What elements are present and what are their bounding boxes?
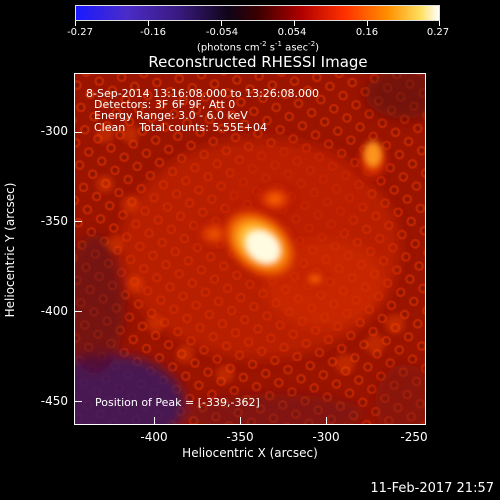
y-tick-label: -450: [40, 394, 68, 408]
y-major-tick: [74, 311, 82, 312]
x-tick-label: -300: [312, 430, 340, 444]
plot-title: Reconstructed RHESSI Image: [148, 53, 368, 71]
rhessi-image-plot: [74, 73, 426, 425]
x-tick-label: -400: [140, 430, 168, 444]
colorbar-tick: [294, 21, 295, 26]
clean-total-counts-info: Clean Total counts: 5.55E+04: [94, 121, 268, 134]
x-tick-label: -350: [226, 430, 254, 444]
colorbar-tick-label: 0.054: [277, 27, 307, 38]
x-major-tick: [240, 417, 241, 425]
colorbar-tick-label: -0.16: [140, 27, 166, 38]
colorbar-tick: [367, 21, 368, 26]
peak-position-info: Position of Peak = [-339,-362]: [95, 396, 260, 409]
energy-range-info: Energy Range: 3.0 - 6.0 keV: [94, 109, 248, 122]
y-tick-label: -350: [40, 214, 68, 228]
colorbar-tick: [148, 21, 149, 26]
generation-timestamp: 11-Feb-2017 21:57: [370, 481, 494, 496]
x-major-tick: [326, 417, 327, 425]
colorbar-tick-label: -0.054: [205, 27, 239, 38]
colorbar-units: (photons cm-2 s-1 asec-2): [196, 40, 320, 54]
detectors-info: Detectors: 3F 6F 9F, Att 0: [94, 98, 236, 111]
observation-time-range: 8-Sep-2014 13:16:08.000 to 13:26:08.000: [86, 87, 319, 100]
x-axis-title: Heliocentric X (arcsec): [182, 446, 318, 460]
colorbar-tick: [221, 21, 222, 26]
y-major-tick: [74, 221, 82, 222]
rhessi-image: [75, 74, 425, 424]
colorbar-tick-label: 0.27: [426, 27, 450, 38]
y-tick-label: -400: [40, 304, 68, 318]
colorbar: [75, 5, 440, 21]
x-major-tick: [154, 417, 155, 425]
colorbar-tick: [439, 21, 440, 26]
y-major-tick: [74, 132, 82, 133]
colorbar-tick-label: -0.27: [67, 27, 93, 38]
x-tick-label: -250: [400, 430, 428, 444]
y-major-tick: [74, 401, 82, 402]
colorbar-tick-label: 0.16: [355, 27, 379, 38]
y-tick-label: -300: [40, 124, 68, 138]
colorbar-tick: [75, 21, 76, 26]
y-axis-title: Heliocentric Y (arcsec): [3, 182, 17, 318]
